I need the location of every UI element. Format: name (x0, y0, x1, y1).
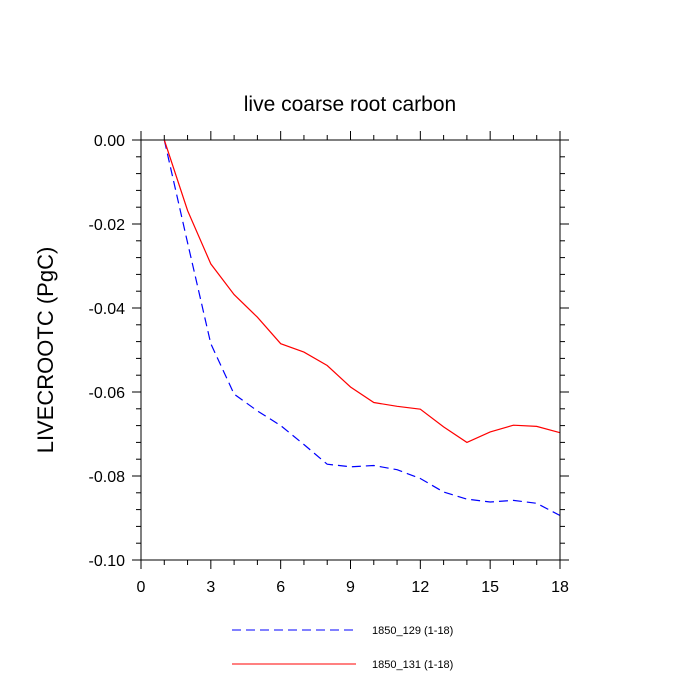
x-tick-label: 18 (551, 579, 569, 596)
axis-ticks: 0 3 6 9 12 15 18 0.00 -0.02 -0.04 -0.06 -0.08 -0.10 (89, 131, 569, 596)
series-line-1 (163, 139, 561, 517)
x-tick-label: 9 (346, 579, 355, 596)
y-tick-label: -0.04 (89, 301, 126, 318)
chart-legend: 1850_129 (1-18) 1850_131 (1-18) (232, 625, 453, 671)
y-tick-label: -0.10 (89, 553, 126, 570)
x-tick-label: 12 (411, 579, 429, 596)
y-axis-label: LIVECROOTC (PgC) (33, 247, 58, 454)
chart-title: live coarse root carbon (244, 93, 456, 116)
x-tick-label: 3 (206, 579, 215, 596)
legend-label-1: 1850_129 (1-18) (372, 625, 453, 637)
data-series (163, 139, 561, 517)
y-tick-label: 0.00 (94, 133, 125, 150)
y-tick-label: -0.02 (89, 217, 126, 234)
y-tick-label: -0.08 (89, 469, 126, 486)
x-tick-label: 0 (137, 579, 146, 596)
x-tick-label: 15 (481, 579, 499, 596)
legend-label-2: 1850_131 (1-18) (372, 659, 453, 671)
y-tick-label: -0.06 (89, 385, 126, 402)
plot-frame (140, 139, 561, 561)
x-tick-label: 6 (276, 579, 285, 596)
series-line-2 (163, 139, 561, 444)
